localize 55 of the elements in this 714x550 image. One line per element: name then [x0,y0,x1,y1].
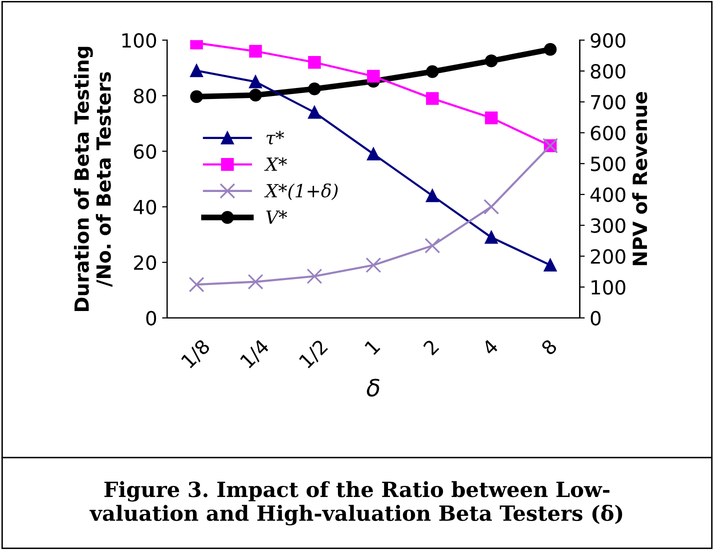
y2-tick-label: 0 [590,310,601,326]
x-tick-label: 8 [540,338,558,356]
y2-tick-label: 800 [590,64,626,79]
y2-tick-label: 400 [590,187,626,202]
x-tick-label: 1/2 [298,338,330,370]
point [366,257,382,273]
point [484,230,498,244]
y-tick-label: 80 [134,88,156,104]
y2-tick-label: 500 [590,156,626,172]
y2-tick-label: 100 [592,280,626,295]
y2-tick-label: 300 [590,218,626,233]
point [308,82,321,96]
x-tick-label: 1 [364,339,380,356]
y2-axis-title: NPV of Revenue [632,92,648,266]
x-tick-label: 1/4 [240,338,271,370]
point [188,276,204,292]
point [544,43,557,56]
caption: Figure 3. Impact of the Ratio between Low- valuation and High-valuation Beta Testers (δ) [90,481,622,526]
point [249,44,262,58]
x-axis-title: δ [366,378,380,397]
point [426,92,439,105]
y2-tick-label: 200 [590,249,626,264]
point [426,65,439,78]
point [249,88,262,102]
point [306,268,322,284]
legend-label: X*(1+δ) [264,183,338,200]
legend-label: X* [264,157,287,171]
point [308,106,321,119]
point [190,90,203,104]
point [367,148,380,160]
point [426,189,439,202]
point [484,112,498,124]
y-tick-label: 60 [134,144,156,159]
y-tick-label: 20 [134,255,156,270]
y-axis-title: Duration of Beta Testing /No. of Beta Testers [74,46,112,312]
y-tick-label: 40 [134,200,156,214]
x-tick-label: 1/8 [180,338,212,370]
y2-tick-label: 600 [590,126,626,140]
legend-label: τ* [266,130,284,144]
point [424,238,440,254]
point [484,54,498,68]
y-tick-label: 0 [146,310,156,326]
x-tick-label: 2 [422,338,440,356]
point [190,64,203,78]
y2-tick-label: 900 [590,33,626,48]
point [484,199,500,215]
y-tick-label: 100 [122,33,156,48]
point [308,56,321,69]
point [367,70,380,83]
y2-tick-label: 700 [591,94,626,110]
point [248,274,264,290]
legend-label: V* [266,210,288,224]
point [544,258,557,272]
point [249,75,262,88]
x-tick-label: 4 [481,338,499,356]
